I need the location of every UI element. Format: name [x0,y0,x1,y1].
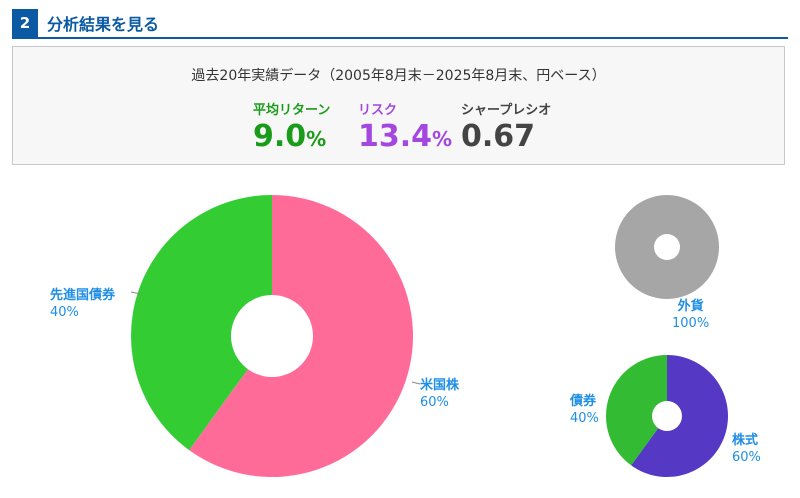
slice-label-us-stocks: 米国株 60% [420,377,459,411]
header-rule [12,37,788,39]
pie-slice [131,195,272,451]
section-header: 2 分析結果を見る [12,9,159,37]
metric-value: 0.67 [461,119,536,154]
slice-name: 先進国債券 [50,288,116,303]
slice-label-foreign-currency: 外貨 100% [672,298,709,332]
slice-value: 60% [732,450,761,465]
slice-value: 40% [570,411,599,426]
section-number: 2 [12,9,38,37]
slice-label-bonds: 債券 40% [570,393,599,427]
slice-value: 40% [50,305,79,320]
section-title: 分析結果を見る [47,15,160,34]
slice-name: 株式 [732,433,759,448]
metric-value: 13.4 [358,119,433,154]
leader-line [130,291,142,295]
metric-label: 平均リターン [253,103,331,118]
metric-label: リスク [358,103,398,118]
leader-line [411,381,421,385]
pie-chart-allocation [130,195,421,477]
slice-value: 100% [672,316,710,331]
slice-name: 米国株 [420,378,460,393]
metric-label: シャープレシオ [461,103,552,118]
metric-value: 9.0 [253,119,307,154]
metric-risk: リスク 13.4% [358,99,452,156]
slice-label-stocks: 株式 60% [732,432,761,466]
pie-slice [605,355,667,466]
donut-hole [652,401,682,431]
summary-box: 過去20年実績データ（2005年8月末－2025年8月末、円ベース） 平均リター… [12,46,785,165]
slice-value: 60% [420,395,449,410]
metric-unit: % [306,127,327,151]
slice-label-developed-bonds: 先進国債券 40% [50,287,115,321]
summary-subtitle: 過去20年実績データ（2005年8月末－2025年8月末、円ベース） [191,68,606,84]
pie-chart-currency [615,195,719,299]
metric-sharpe-ratio: シャープレシオ 0.67 [461,99,551,154]
pie-chart-asset-class [605,355,728,477]
metric-unit: % [432,127,453,151]
donut-hole [654,234,680,260]
slice-name: 債券 [570,394,597,409]
donut-hole [231,295,313,377]
metric-average-return: 平均リターン 9.0% [253,99,330,156]
slice-name: 外貨 [677,299,704,314]
